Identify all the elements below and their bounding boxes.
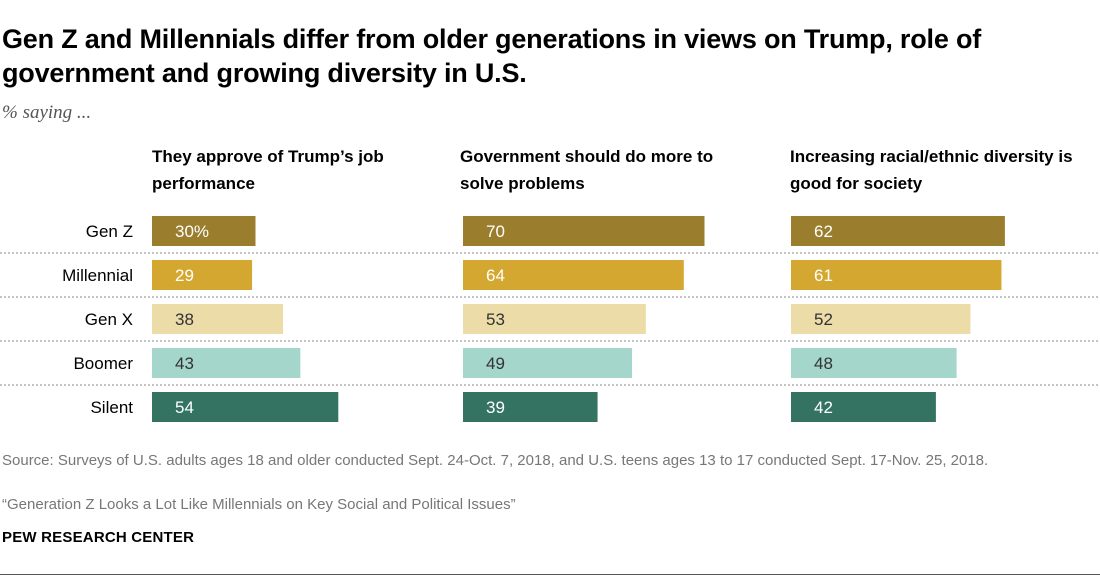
pew-logo: PEW RESEARCH CENTER — [2, 529, 195, 546]
bottom-rule — [0, 574, 1100, 575]
data-label: 38 — [175, 310, 194, 329]
bar — [152, 216, 256, 246]
panel-title-government: Government should do more to solve probl… — [460, 147, 714, 193]
category-label: Gen X — [85, 310, 133, 329]
bar — [463, 216, 705, 246]
bar — [791, 260, 1002, 290]
bar — [463, 260, 684, 290]
chart-title: Gen Z and Millennials differ from older … — [2, 24, 982, 88]
data-label: 61 — [814, 266, 833, 285]
data-label: 62 — [814, 222, 833, 241]
bar — [152, 348, 301, 378]
panel-title-diversity: Increasing racial/ethnic diversity is go… — [790, 147, 1073, 193]
data-label: 42 — [814, 398, 833, 417]
report-title: “Generation Z Looks a Lot Like Millennia… — [2, 496, 516, 513]
bar — [152, 304, 284, 334]
data-label: 54 — [175, 398, 194, 417]
bar — [463, 392, 598, 422]
bar-chart: Gen Z 30% 70 62 Millennial 29 64 61 Gen X 38 53 52 B… — [0, 216, 1100, 422]
data-label: 49 — [486, 354, 505, 373]
bar — [791, 216, 1005, 246]
data-label: 30% — [175, 222, 209, 241]
data-label: 70 — [486, 222, 505, 241]
bar — [152, 392, 339, 422]
source-note: Source: Surveys of U.S. adults ages 18 a… — [2, 452, 989, 469]
data-label: 39 — [486, 398, 505, 417]
bar — [791, 348, 957, 378]
bar — [463, 304, 646, 334]
bar — [791, 304, 971, 334]
category-label: Silent — [90, 398, 133, 417]
chart-subtitle: % saying ... — [2, 102, 92, 123]
data-label: 48 — [814, 354, 833, 373]
category-label: Millennial — [62, 266, 133, 285]
data-label: 43 — [175, 354, 194, 373]
data-label: 53 — [486, 310, 505, 329]
bar — [152, 260, 253, 290]
category-label: Boomer — [73, 354, 133, 373]
panel-title-trump: They approve of Trump’s job performance — [152, 147, 384, 193]
bar — [463, 348, 633, 378]
bar — [791, 392, 936, 422]
data-label: 64 — [486, 266, 505, 285]
category-label: Gen Z — [86, 222, 133, 241]
data-label: 29 — [175, 266, 194, 285]
data-label: 52 — [814, 310, 833, 329]
